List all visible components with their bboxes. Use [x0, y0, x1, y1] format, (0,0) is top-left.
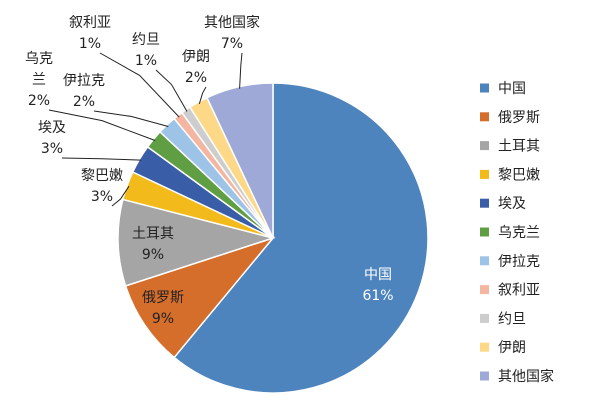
slice-label-4-line-1: 3%	[41, 141, 63, 157]
slice-label-0: 中国 61%	[362, 267, 393, 304]
slice-label-1-line-0: 俄罗斯	[142, 290, 184, 306]
legend-label-0: 中国	[498, 81, 526, 97]
slice-label-1: 俄罗斯 9%	[142, 290, 184, 327]
slice-label-0-line-1: 61%	[362, 288, 393, 304]
leader-line-3	[111, 185, 130, 207]
slice-label-6-line-1: 2%	[73, 94, 95, 110]
slice-label-10-line-1: 7%	[221, 36, 243, 52]
legend-swatch-3	[480, 169, 489, 179]
slice-label-2-line-0: 土耳其	[132, 226, 174, 242]
legend-swatch-9	[480, 342, 489, 352]
leader-line-10	[239, 52, 243, 89]
legend-label-3: 黎巴嫩	[498, 167, 540, 183]
legend-label-2: 土耳其	[498, 139, 540, 155]
slice-label-1-line-1: 9%	[152, 311, 174, 327]
legend-label-5: 乌克兰	[498, 225, 540, 241]
legend-swatch-10	[480, 371, 489, 381]
leader-line-5	[48, 109, 156, 141]
slice-label-3: 黎巴嫩 3%	[81, 168, 123, 205]
legend-label-1: 俄罗斯	[498, 110, 540, 126]
leader-line-7	[99, 52, 180, 118]
leader-line-8	[155, 69, 188, 112]
slice-label-7-line-1: 1%	[79, 36, 101, 52]
slice-label-4-line-0: 埃及	[38, 120, 66, 136]
legend-label-10: 其他国家	[498, 368, 554, 385]
slice-label-6-line-0: 伊拉克	[63, 73, 105, 89]
slice-label-0-line-0: 中国	[364, 267, 392, 283]
legend-label-9: 伊朗	[498, 340, 526, 356]
slice-label-5: 乌克兰 2%	[25, 51, 53, 109]
slice-label-9-line-0: 伊朗	[182, 49, 210, 65]
pie-slice-0	[173, 82, 429, 394]
legend-label-6: 伊拉克	[498, 254, 540, 270]
legend-label-7: 叙利亚	[498, 282, 540, 299]
legend-label-4: 埃及	[498, 196, 526, 212]
slice-label-5-line-2: 2%	[28, 93, 50, 109]
slice-label-7: 叙利亚 1%	[69, 14, 111, 52]
label-leader-lines	[48, 52, 243, 207]
slice-label-9: 伊朗 2%	[182, 49, 210, 86]
slice-label-3-line-0: 黎巴嫩	[81, 168, 123, 184]
slice-label-10-line-0: 其他国家	[204, 14, 260, 31]
slice-label-8-line-0: 约旦	[132, 32, 160, 48]
pie-slice-1	[124, 236, 276, 359]
slice-label-8-line-1: 1%	[135, 53, 157, 69]
slice-label-8: 约旦 1%	[132, 32, 160, 69]
legend-swatch-8	[480, 313, 489, 323]
slice-label-2: 土耳其 9%	[132, 226, 174, 263]
legend-swatch-1	[480, 112, 489, 122]
legend-swatch-4	[480, 198, 489, 208]
slice-label-10: 其他国家 7%	[204, 14, 260, 52]
leader-line-6	[93, 110, 169, 127]
slice-label-2-line-1: 9%	[142, 247, 164, 263]
slice-label-5-line-1: 兰	[32, 72, 46, 88]
legend-swatch-5	[480, 227, 489, 237]
legend-label-8: 约旦	[498, 311, 526, 327]
slice-label-5-line-0: 乌克	[25, 51, 53, 67]
legend-swatch-2	[480, 141, 489, 151]
leader-line-9	[198, 86, 207, 105]
slice-label-7-line-0: 叙利亚	[69, 14, 111, 31]
legend-swatch-7	[480, 285, 489, 295]
legend-swatch-0	[480, 83, 489, 93]
slice-label-4: 埃及 3%	[38, 120, 66, 157]
leader-line-4	[61, 157, 142, 161]
pie-slice-2	[117, 198, 276, 287]
legend-swatch-6	[480, 256, 489, 266]
slice-label-3-line-1: 3%	[91, 189, 113, 205]
slice-label-6: 伊拉克 2%	[63, 73, 105, 110]
pie-slices	[117, 82, 429, 394]
slice-label-9-line-1: 2%	[185, 70, 207, 86]
